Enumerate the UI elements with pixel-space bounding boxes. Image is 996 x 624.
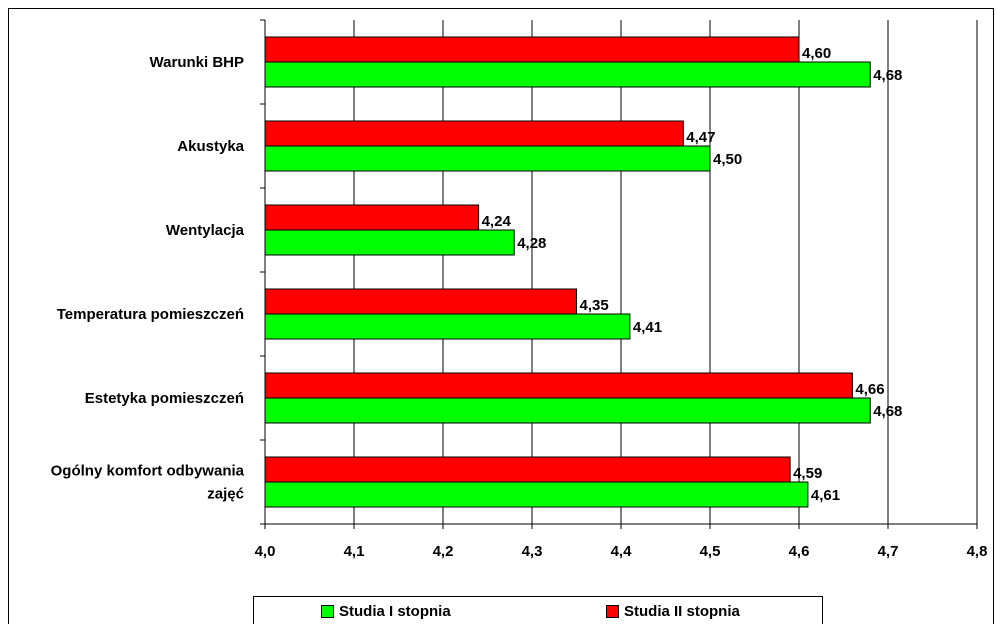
bar-series-1 — [265, 482, 808, 507]
category-label: Temperatura pomieszczeń — [57, 306, 244, 323]
category-label: Ogólny komfort odbywania — [51, 463, 245, 480]
data-label-series-2: 4,60 — [802, 45, 831, 62]
bar-series-2 — [265, 289, 577, 314]
bar-series-2 — [265, 205, 479, 230]
data-label-series-1: 4,61 — [811, 487, 840, 504]
legend-label-series-1: Studia I stopnia — [339, 603, 451, 620]
data-label-series-2: 4,47 — [686, 129, 715, 146]
bar-series-1 — [265, 314, 630, 339]
data-label-series-2: 4,24 — [482, 213, 512, 230]
bar-series-1 — [265, 230, 514, 255]
x-tick-label: 4,1 — [344, 543, 365, 560]
x-tick-label: 4,7 — [878, 543, 899, 560]
x-tick-label: 4,8 — [967, 543, 988, 560]
category-label: Estetyka pomieszczeń — [85, 390, 244, 407]
data-label-series-1: 4,41 — [633, 319, 662, 336]
legend-item-series-1: Studia I stopnia — [321, 603, 451, 620]
legend-item-series-2: Studia II stopnia — [606, 603, 740, 620]
data-label-series-2: 4,59 — [793, 465, 822, 482]
category-label: zajęć — [207, 486, 244, 503]
category-label: Akustyka — [177, 138, 244, 155]
category-label: Warunki BHP — [150, 54, 244, 71]
bar-series-2 — [265, 457, 790, 482]
x-tick-label: 4,4 — [611, 543, 633, 560]
x-tick-label: 4,3 — [522, 543, 543, 560]
legend-swatch-series-2 — [606, 605, 619, 618]
bar-series-1 — [265, 398, 870, 423]
data-label-series-1: 4,28 — [517, 235, 546, 252]
data-label-series-1: 4,68 — [873, 403, 902, 420]
legend: Studia I stopnia Studia II stopnia — [253, 596, 823, 624]
x-tick-label: 4,5 — [700, 543, 721, 560]
x-tick-label: 4,2 — [433, 543, 454, 560]
bar-series-2 — [265, 121, 683, 146]
bar-series-1 — [265, 62, 870, 87]
data-label-series-1: 4,50 — [713, 151, 742, 168]
bar-series-1 — [265, 146, 710, 171]
data-label-series-2: 4,35 — [580, 297, 609, 314]
data-label-series-1: 4,68 — [873, 67, 902, 84]
x-tick-label: 4,0 — [255, 543, 276, 560]
data-label-series-2: 4,66 — [855, 381, 884, 398]
bar-series-2 — [265, 37, 799, 62]
category-label: Wentylacja — [166, 222, 245, 239]
legend-label-series-2: Studia II stopnia — [624, 603, 740, 620]
legend-swatch-series-1 — [321, 605, 334, 618]
bar-series-2 — [265, 373, 852, 398]
x-tick-label: 4,6 — [789, 543, 810, 560]
